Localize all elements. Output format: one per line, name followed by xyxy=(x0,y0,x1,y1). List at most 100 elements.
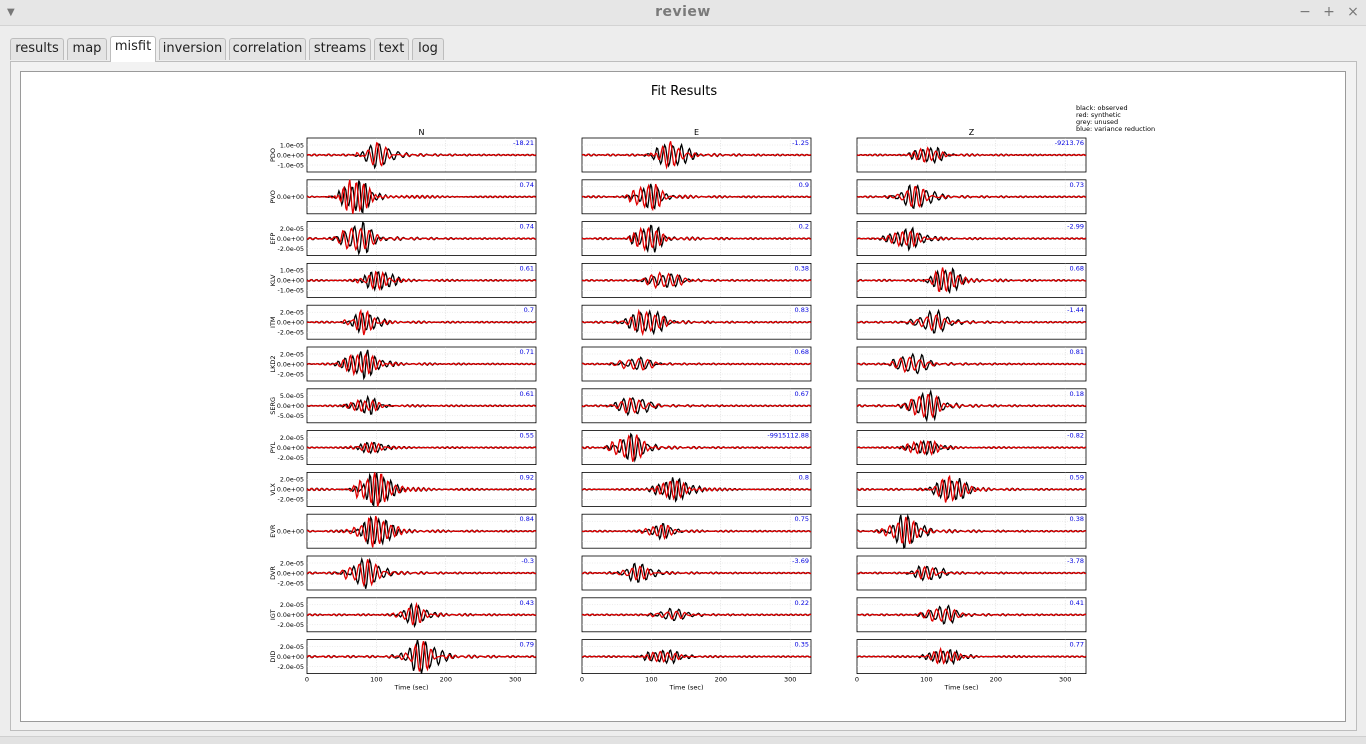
station-label: ITM xyxy=(269,316,277,328)
synthetic-trace xyxy=(856,565,1087,581)
y-tick-label: 0.0e+00 xyxy=(277,361,304,368)
close-icon[interactable]: × xyxy=(1347,4,1359,20)
synthetic-trace xyxy=(581,226,812,252)
y-tick-label: -2.0e-05 xyxy=(278,246,304,253)
window-menu-icon[interactable]: ▼ xyxy=(7,7,15,18)
variance-reduction-label: 0.55 xyxy=(520,432,534,440)
y-tick-label: 0.0e+00 xyxy=(277,403,304,410)
synthetic-trace xyxy=(856,394,1087,419)
synthetic-trace xyxy=(306,227,537,252)
synthetic-trace xyxy=(856,356,1087,374)
variance-reduction-label: 0.67 xyxy=(795,390,809,398)
maximize-icon[interactable]: + xyxy=(1323,4,1335,20)
legend-entry: blue: variance reduction xyxy=(1076,125,1155,133)
y-tick-label: 0.0e+00 xyxy=(277,487,304,494)
station-label: EVR xyxy=(269,524,277,538)
window-titlebar[interactable]: ▼ review − + × xyxy=(0,0,1366,26)
y-tick-label: 0.0e+00 xyxy=(277,236,304,243)
station-label: KLV xyxy=(269,274,277,286)
synthetic-trace xyxy=(306,441,537,454)
y-tick-label: 0.0e+00 xyxy=(277,152,304,159)
y-tick-label: 0.0e+00 xyxy=(277,320,304,327)
tab-results[interactable]: results xyxy=(10,38,64,60)
y-tick-label: 2.0e-05 xyxy=(280,560,304,567)
variance-reduction-label: 0.7 xyxy=(524,306,534,314)
tab-streams[interactable]: streams xyxy=(309,38,371,60)
synthetic-trace xyxy=(581,610,812,620)
x-tick-label: 0 xyxy=(580,676,584,684)
y-tick-label: 0.0e+00 xyxy=(277,612,304,619)
chart-title: Fit Results xyxy=(651,84,718,99)
synthetic-trace xyxy=(581,524,812,541)
x-axis-label: Time (sec) xyxy=(393,684,428,692)
variance-reduction-label: 0.68 xyxy=(795,348,809,356)
variance-reduction-label: -2.99 xyxy=(1067,223,1084,231)
tab-map[interactable]: map xyxy=(67,38,107,60)
variance-reduction-label: 0.8 xyxy=(799,473,809,481)
station-label: LKD2 xyxy=(269,355,277,372)
station-label: VLX xyxy=(269,483,277,496)
synthetic-trace xyxy=(856,230,1087,248)
variance-reduction-label: 0.41 xyxy=(1070,599,1084,607)
variance-reduction-label: 0.71 xyxy=(520,348,534,356)
variance-reduction-label: 0.74 xyxy=(520,223,534,231)
x-tick-label: 200 xyxy=(440,676,452,684)
y-tick-label: 2.0e-05 xyxy=(280,477,304,484)
variance-reduction-label: -3.69 xyxy=(792,557,809,565)
variance-reduction-label: -0.82 xyxy=(1067,432,1084,440)
y-tick-label: -2.0e-05 xyxy=(278,580,304,587)
station-label: EFP xyxy=(269,233,277,245)
tab-inversion[interactable]: inversion xyxy=(159,38,226,60)
chart-legend: black: observed red: synthetic grey: unu… xyxy=(1076,104,1155,133)
minimize-icon[interactable]: − xyxy=(1299,4,1311,20)
variance-reduction-label: 0.35 xyxy=(795,641,809,649)
y-tick-label: 0.0e+00 xyxy=(277,570,304,577)
synthetic-trace xyxy=(306,559,537,588)
variance-reduction-label: -3.78 xyxy=(1067,557,1084,565)
station-label: DID xyxy=(269,651,277,663)
x-tick-label: 200 xyxy=(990,676,1002,684)
variance-reduction-label: 0.59 xyxy=(1070,473,1084,481)
x-tick-label: 100 xyxy=(645,676,657,684)
tab-correlation[interactable]: correlation xyxy=(229,38,306,60)
variance-reduction-label: 0.61 xyxy=(520,264,534,272)
y-tick-label: -2.0e-05 xyxy=(278,371,304,378)
synthetic-trace xyxy=(581,434,812,462)
synthetic-trace xyxy=(581,565,812,581)
tab-log[interactable]: log xyxy=(412,38,444,60)
synthetic-trace xyxy=(581,141,812,170)
window-title: review xyxy=(655,4,711,20)
variance-reduction-label: 0.75 xyxy=(795,515,809,523)
y-tick-label: 2.0e-05 xyxy=(280,602,304,609)
variance-reduction-label: 0.9 xyxy=(799,181,809,189)
synthetic-trace xyxy=(581,357,812,371)
legend-entry: red: synthetic xyxy=(1076,111,1121,119)
synthetic-trace xyxy=(856,474,1087,503)
tab-text[interactable]: text xyxy=(374,38,409,60)
status-bar xyxy=(0,736,1366,744)
x-tick-label: 0 xyxy=(305,676,309,684)
synthetic-trace xyxy=(306,308,537,336)
component-header: Z xyxy=(969,128,975,137)
tab-misfit[interactable]: misfit xyxy=(110,36,156,62)
y-tick-label: 0.0e+00 xyxy=(277,529,304,536)
y-tick-label: -2.0e-05 xyxy=(278,497,304,504)
station-label: PVO xyxy=(269,190,277,203)
y-tick-label: -1.0e-05 xyxy=(278,288,304,295)
y-tick-label: 0.0e+00 xyxy=(277,194,304,201)
y-tick-label: -2.0e-05 xyxy=(278,330,304,337)
variance-reduction-label: -9213.76 xyxy=(1055,139,1084,147)
x-tick-label: 100 xyxy=(920,676,932,684)
variance-reduction-label: 0.38 xyxy=(795,264,809,272)
synthetic-trace xyxy=(306,270,537,291)
legend-entry: black: observed xyxy=(1076,104,1128,112)
synthetic-trace xyxy=(856,185,1087,209)
variance-reduction-label: 0.74 xyxy=(520,181,534,189)
synthetic-trace xyxy=(306,141,537,167)
y-tick-label: -2.0e-05 xyxy=(278,622,304,629)
variance-reduction-label: 0.38 xyxy=(1070,515,1084,523)
synthetic-trace xyxy=(306,399,537,412)
synthetic-trace xyxy=(581,183,812,212)
variance-reduction-label: 0.61 xyxy=(520,390,534,398)
synthetic-trace xyxy=(581,480,812,501)
